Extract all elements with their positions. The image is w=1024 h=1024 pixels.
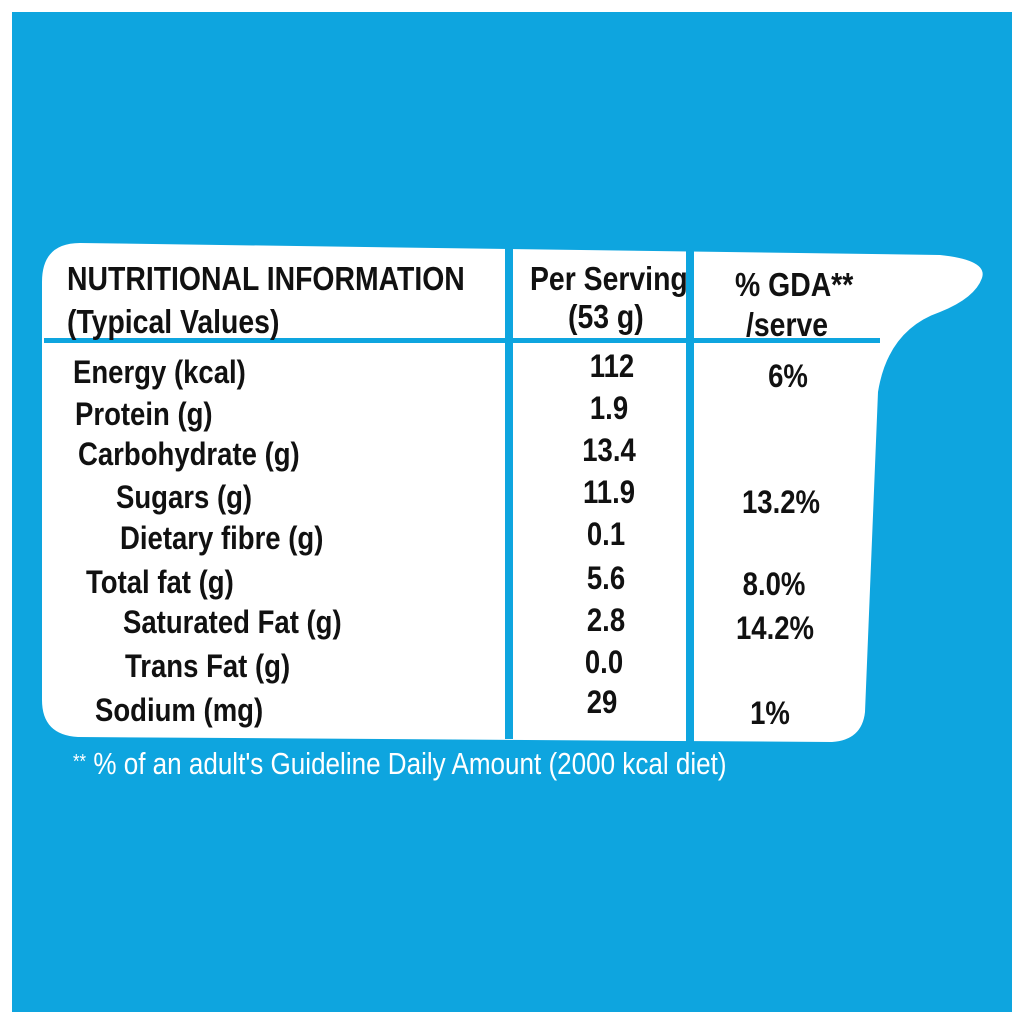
row-label-dietary-fibre: Dietary fibre (g) bbox=[120, 520, 324, 556]
footnote-marker: ** bbox=[73, 751, 87, 773]
row-gda-total-fat: 8.0% bbox=[742, 566, 806, 602]
column-divider-2 bbox=[686, 248, 694, 742]
row-label-protein: Protein (g) bbox=[75, 396, 213, 432]
row-label-saturated-fat: Saturated Fat (g) bbox=[123, 604, 342, 640]
row-gda-saturated-fat: 14.2% bbox=[735, 610, 815, 646]
row-label-energy: Energy (kcal) bbox=[73, 354, 246, 390]
row-gda-energy: 6% bbox=[768, 358, 808, 394]
column-header-serving-size: (53 g) bbox=[568, 298, 644, 335]
row-value-dietary-fibre: 0.1 bbox=[586, 516, 626, 552]
row-value-protein: 1.9 bbox=[589, 390, 629, 426]
row-value-total-fat: 5.6 bbox=[586, 560, 626, 596]
row-label-trans-fat: Trans Fat (g) bbox=[125, 648, 291, 684]
row-label-carbohydrate: Carbohydrate (g) bbox=[78, 436, 300, 472]
row-value-energy: 112 bbox=[589, 348, 635, 384]
row-value-trans-fat: 0.0 bbox=[584, 644, 624, 680]
row-label-total-fat: Total fat (g) bbox=[86, 564, 234, 600]
row-value-saturated-fat: 2.8 bbox=[586, 602, 626, 638]
table-title: NUTRITIONAL INFORMATION bbox=[67, 260, 465, 297]
row-label-sugars: Sugars (g) bbox=[116, 479, 253, 515]
table-subtitle: (Typical Values) bbox=[67, 303, 280, 340]
column-divider-1 bbox=[505, 243, 513, 739]
header-divider bbox=[44, 338, 880, 343]
row-gda-sugars: 13.2% bbox=[741, 484, 821, 520]
column-header-gda-serve: /serve bbox=[746, 306, 829, 343]
column-header-serving: Per Serving bbox=[530, 260, 688, 297]
row-value-sodium: 29 bbox=[586, 684, 618, 720]
footnote-text: % of an adult's Guideline Daily Amount (… bbox=[86, 746, 727, 781]
column-header-gda: % GDA** bbox=[735, 266, 854, 303]
row-gda-sodium: 1% bbox=[750, 695, 790, 731]
row-value-sugars: 11.9 bbox=[582, 474, 636, 510]
footnote: ** % of an adult's Guideline Daily Amoun… bbox=[73, 748, 727, 779]
row-value-carbohydrate: 13.4 bbox=[582, 432, 636, 468]
row-label-sodium: Sodium (mg) bbox=[95, 692, 264, 728]
